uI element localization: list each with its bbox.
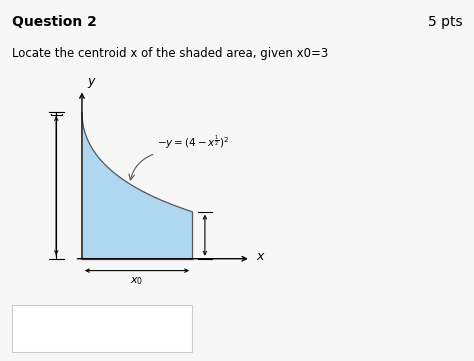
Text: 5 pts: 5 pts	[428, 15, 462, 29]
Text: $-y = (4 - x^{\frac{1}{2}})^2$: $-y = (4 - x^{\frac{1}{2}})^2$	[157, 133, 229, 151]
Text: $x$: $x$	[256, 251, 266, 264]
Text: Locate the centroid x of the shaded area, given x0=3: Locate the centroid x of the shaded area…	[12, 47, 328, 60]
Text: $y$: $y$	[88, 76, 97, 90]
Text: Question 2: Question 2	[12, 15, 97, 29]
Text: $x_0$: $x_0$	[130, 275, 144, 287]
